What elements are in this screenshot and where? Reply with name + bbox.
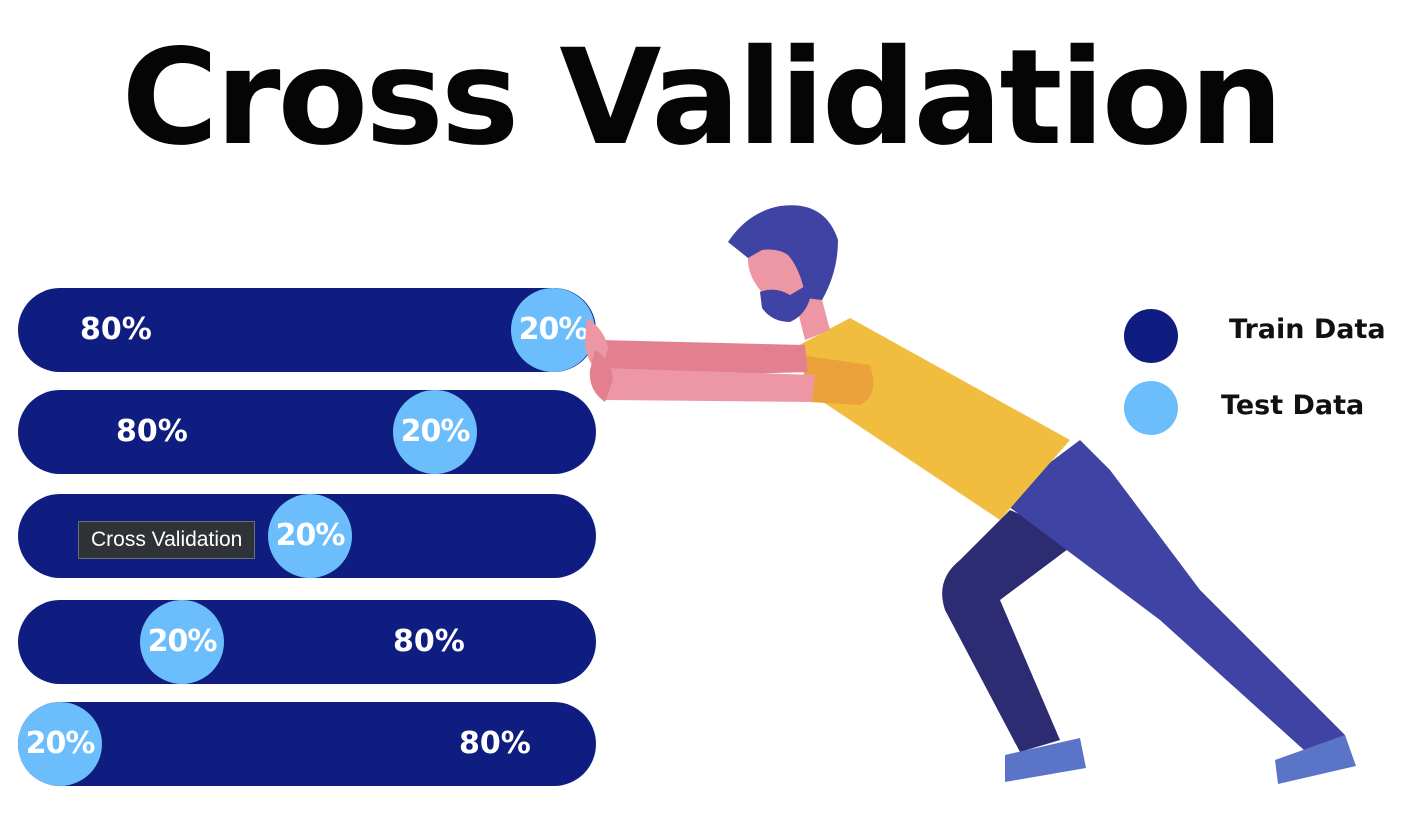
test-legend-dot — [1124, 381, 1178, 435]
test-fold-marker: 20% — [511, 288, 595, 372]
train-percent-label: 80% — [459, 726, 531, 761]
fold-bar: 80% — [18, 702, 596, 786]
test-legend-label: Test Data — [1221, 390, 1365, 421]
test-fold-marker: 20% — [393, 390, 477, 474]
test-fold-marker: 20% — [140, 600, 224, 684]
train-percent-label: 80% — [116, 414, 188, 449]
test-fold-marker: 20% — [268, 494, 352, 578]
test-fold-marker: 20% — [18, 702, 102, 786]
train-percent-label: 80% — [393, 624, 465, 659]
diagram-title: Cross Validation — [121, 21, 1284, 175]
train-percent-label: 80% — [80, 312, 152, 347]
fold-bar: 80% — [18, 600, 596, 684]
man-pushing-icon — [585, 205, 1356, 784]
train-legend-label: Train Data — [1229, 314, 1386, 345]
fold-bar: 80% — [18, 390, 596, 474]
tooltip: Cross Validation — [78, 521, 256, 559]
train-legend-dot — [1124, 309, 1178, 363]
fold-bar: 80% — [18, 288, 596, 372]
